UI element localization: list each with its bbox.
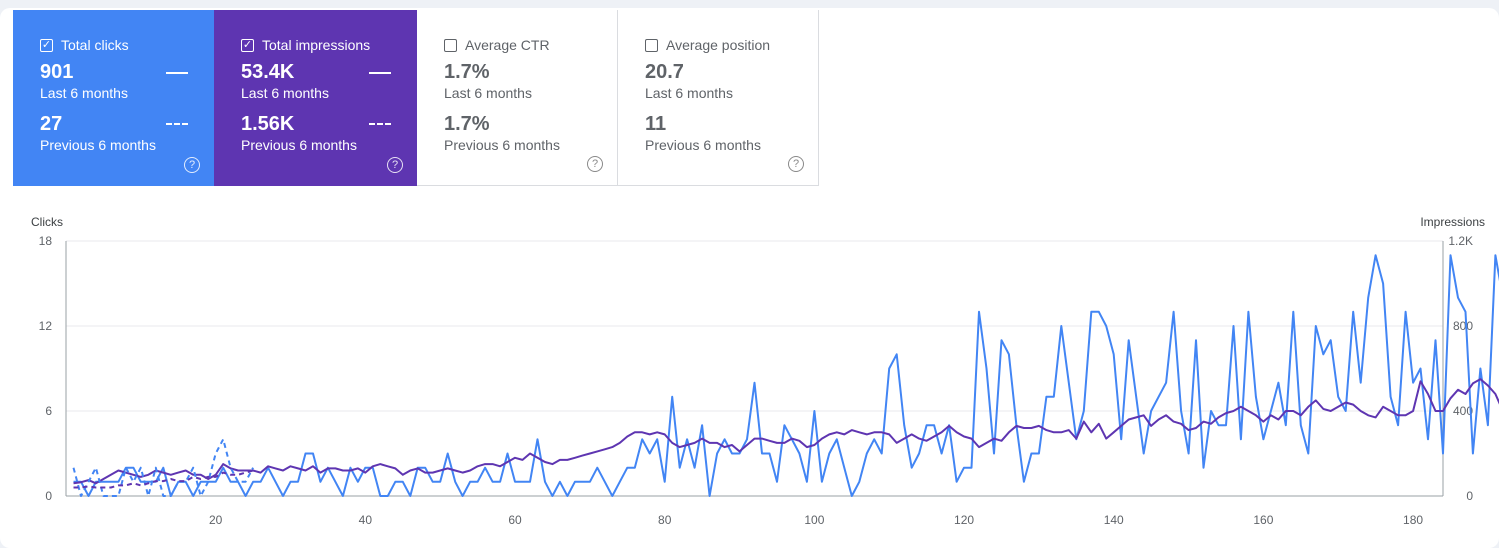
x-tick-label: 80: [658, 513, 672, 527]
clicks-line: [74, 255, 1499, 496]
y-tick-label: 6: [45, 404, 52, 418]
y2-tick-label: 0: [1466, 489, 1473, 503]
y2-tick-label: 1.2K: [1448, 234, 1473, 248]
x-tick-label: 160: [1253, 513, 1273, 527]
x-tick-label: 100: [804, 513, 824, 527]
y-tick-label: 12: [39, 319, 53, 333]
y-tick-label: 0: [45, 489, 52, 503]
x-tick-label: 60: [508, 513, 522, 527]
y2-tick-label: 800: [1453, 319, 1473, 333]
y2-axis-label: Impressions: [1420, 215, 1485, 229]
chart-lines: [74, 255, 1499, 496]
y-axis-label: Clicks: [31, 215, 63, 229]
x-tick-label: 40: [359, 513, 373, 527]
x-tick-label: 140: [1104, 513, 1124, 527]
x-tick-label: 120: [954, 513, 974, 527]
x-tick-label: 20: [209, 513, 223, 527]
y-tick-label: 18: [39, 234, 53, 248]
x-tick-label: 180: [1403, 513, 1423, 527]
